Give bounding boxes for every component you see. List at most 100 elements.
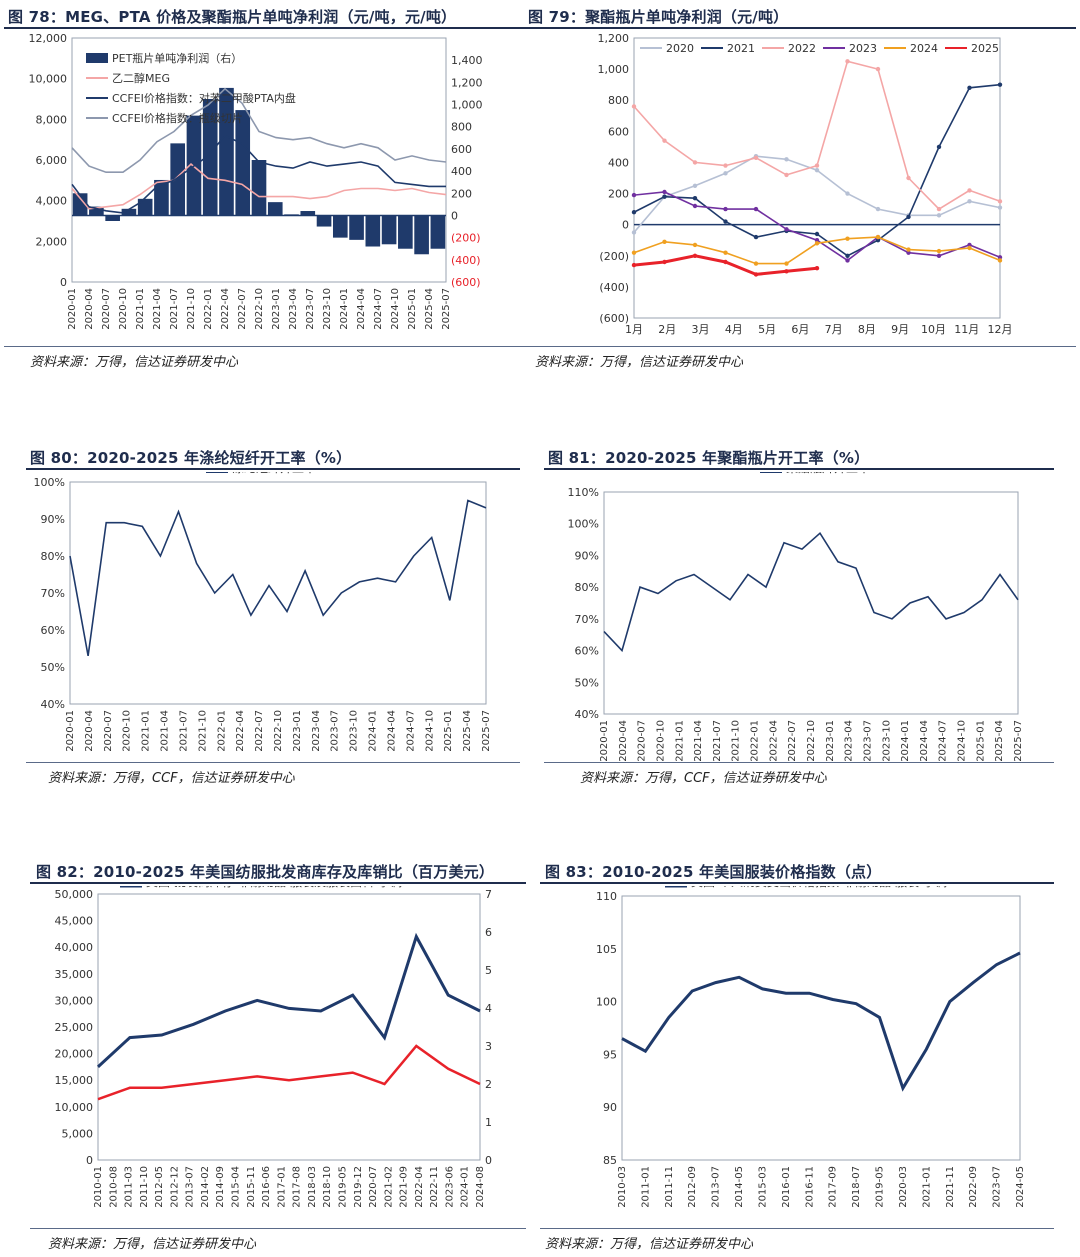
x-tick-label: 2019-12 — [353, 1166, 364, 1208]
data-point — [692, 203, 698, 209]
x-tick-label: 2024-08 — [475, 1166, 486, 1208]
x-tick-label: 2023-07 — [992, 1166, 1003, 1208]
data-point — [814, 241, 820, 246]
y2-tick-label: 7 — [485, 888, 492, 901]
y-tick-label: (600) — [599, 312, 629, 325]
y-tick-label: 0 — [60, 276, 67, 289]
x-tick-label: 2020-10 — [655, 720, 666, 762]
data-point — [845, 236, 850, 241]
x-tick-label: 2025-07 — [481, 710, 492, 752]
fig81-chart: 40% 50% 60% 70% 80% 90% 100% 110% 2020-01 2020-04… — [568, 472, 1024, 762]
y-tick-label: 50% — [575, 676, 599, 689]
legend-label: 2023 — [849, 42, 877, 55]
x-tick-label: 2025-07 — [1013, 720, 1024, 762]
series-line — [71, 87, 447, 173]
fig80-top-rule — [26, 468, 520, 470]
x-tick-label: 2011-03 — [124, 1166, 135, 1208]
data-point — [875, 234, 881, 240]
fig81-top-rule — [544, 468, 1054, 470]
y-tick-label: 90% — [41, 513, 65, 526]
y-tick-label: 30,000 — [55, 994, 94, 1007]
plot-frame — [621, 895, 1021, 1161]
bar — [170, 143, 186, 216]
fig79-title: 图 79：聚酯瓶片单吨净利润（元/吨） — [528, 8, 789, 26]
data-point — [692, 253, 698, 258]
y-tick-label: 10,000 — [29, 73, 68, 86]
data-point — [631, 250, 637, 255]
legend-label: CCFEI价格指数：对苯二甲酸PTA内盘 — [112, 91, 296, 105]
y2-tick-label: 0 — [451, 209, 458, 222]
x-tick-label: 2024-04 — [356, 288, 367, 330]
legend-label: 2021 — [727, 42, 755, 55]
x-tick-label: 2020-01 — [67, 288, 78, 330]
x-tick-label: 2021-04 — [160, 710, 171, 752]
data-point — [662, 259, 667, 265]
fig82-source: 资料来源：万得，信达证券研发中心 — [48, 1237, 257, 1252]
x-tick-label: 2019-05 — [337, 1166, 348, 1208]
x-tick-label: 2022-01 — [750, 720, 761, 762]
data-point — [753, 155, 759, 160]
fig80-chart: 40% 50% 60% 70% 80% 90% 100% 2020-01 2020-04 2020… — [34, 472, 492, 752]
fig82-title: 图 82：2010-2025 年美国纺服批发商库存及库销比（百万美元） — [36, 863, 495, 881]
fig81-bottom-rule — [544, 762, 1054, 763]
fig78-source: 资料来源：万得，信达证券研发中心 — [30, 355, 239, 370]
y-tick-label: 1,000 — [598, 63, 630, 76]
legend-label: CCFEI价格指数：瓶级切片 — [112, 111, 243, 125]
x-tick-label: 2024-01 — [368, 710, 379, 752]
bar — [121, 208, 137, 216]
fig80-title: 图 80：2020-2025 年涤纶短纤开工率（%） — [30, 449, 352, 467]
x-tick-label: 2016-11 — [804, 1166, 815, 1208]
data-point — [936, 206, 942, 212]
data-point — [692, 242, 698, 248]
data-point — [662, 138, 667, 143]
x-tick-label: 2024-07 — [373, 288, 384, 330]
x-tick-label: 2021-04 — [693, 720, 704, 762]
x-tick-label: 2021-10 — [197, 710, 208, 752]
bar — [284, 214, 299, 216]
y2-tick-label: 3 — [485, 1040, 492, 1053]
data-point — [692, 160, 698, 165]
x-tick-label: 2016-01 — [781, 1166, 792, 1208]
series-line — [621, 951, 1021, 1092]
y2-tick-label: (600) — [451, 276, 481, 289]
bar — [414, 215, 429, 255]
x-tick-label: 4月 — [725, 323, 743, 336]
data-point — [753, 234, 759, 240]
x-tick-label: 12月 — [988, 323, 1013, 336]
bar — [381, 215, 397, 245]
x-tick-label: 2020-04 — [618, 720, 629, 762]
data-point — [967, 199, 972, 204]
data-point — [784, 269, 789, 274]
data-point — [845, 191, 850, 196]
bar — [430, 215, 446, 249]
y-tick-label: 8,000 — [36, 113, 68, 126]
data-point — [631, 192, 637, 198]
y2-tick-label: 4 — [485, 1002, 492, 1015]
y-tick-label: 100 — [596, 996, 617, 1009]
x-tick-label: 2023-10 — [349, 710, 360, 752]
data-point — [997, 205, 1003, 210]
data-point — [784, 227, 789, 232]
y-tick-label: 4,000 — [36, 195, 68, 208]
y2-tick-label: 0 — [485, 1154, 492, 1167]
x-tick-label: 2022-11 — [429, 1166, 440, 1208]
fig83-chart: 85 90 95 100 105 110 2010-03 2011-01 2011-11 2012… — [596, 886, 1026, 1208]
y-tick-label: 60% — [41, 624, 65, 637]
x-tick-label: 2023-01 — [825, 720, 836, 762]
data-point — [997, 199, 1003, 204]
y-tick-label: 110% — [568, 486, 599, 499]
x-tick-label: 2020-03 — [898, 1166, 909, 1208]
y-tick-label: 90 — [603, 1101, 617, 1114]
plot-frame — [97, 893, 481, 1161]
y-tick-label: 200 — [608, 188, 629, 201]
x-tick-label: 2023-04 — [311, 710, 322, 752]
x-tick-label: 2024-07 — [938, 720, 949, 762]
bar — [137, 198, 153, 216]
data-point — [662, 194, 667, 199]
x-tick-label: 2025-04 — [424, 288, 435, 330]
x-tick-label: 2022-04 — [768, 720, 779, 762]
y-tick-label: 600 — [608, 125, 629, 138]
x-tick-label: 2011-10 — [139, 1166, 150, 1208]
x-tick-label: 2022-07 — [787, 720, 798, 762]
data-point — [692, 196, 698, 201]
